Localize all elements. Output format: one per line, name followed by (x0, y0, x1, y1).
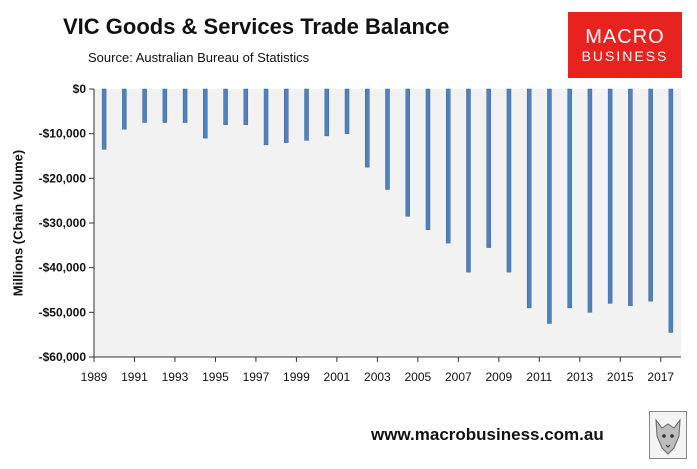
bar (526, 88, 532, 309)
x-tick-label: 2005 (405, 370, 432, 384)
x-tick-label: 2017 (647, 370, 674, 384)
y-tick-label: -$40,000 (39, 261, 87, 275)
logo-line-1: MACRO (585, 26, 665, 48)
bar (567, 88, 572, 309)
y-tick-label: $0 (73, 82, 87, 96)
wolf-logo-icon (649, 411, 687, 459)
x-tick-label: 2001 (324, 370, 351, 384)
x-tick-label: 1999 (283, 370, 310, 384)
bar (162, 88, 168, 123)
x-tick-label: 2003 (364, 370, 391, 384)
x-tick-label: 1989 (81, 370, 108, 384)
source-note: Source: Australian Bureau of Statistics (88, 50, 310, 65)
bar (122, 88, 127, 130)
x-tick-label: 1991 (121, 370, 148, 384)
y-tick-label: -$10,000 (39, 127, 87, 141)
bar (324, 88, 330, 137)
y-tick-label: -$30,000 (39, 216, 87, 230)
bar (587, 88, 593, 313)
bar (607, 88, 613, 304)
bar (223, 88, 228, 125)
bar (142, 88, 147, 123)
bar (425, 88, 431, 230)
x-tick-label: 2013 (566, 370, 593, 384)
bar (263, 88, 269, 146)
y-tick-label: -$50,000 (39, 305, 87, 319)
bar (284, 88, 289, 143)
bar (445, 88, 451, 244)
bar (182, 88, 188, 123)
y-tick-label: -$60,000 (39, 350, 87, 364)
chart-title: VIC Goods & Services Trade Balance (63, 14, 450, 39)
macrobusiness-logo: MACRO BUSINESS (568, 12, 682, 78)
x-tick-label: 2011 (526, 370, 552, 384)
bar (344, 88, 350, 134)
bar (648, 88, 653, 302)
x-tick-label: 2007 (445, 370, 472, 384)
x-tick-label: 1993 (162, 370, 189, 384)
bar (243, 88, 249, 125)
x-tick-label: 1997 (243, 370, 270, 384)
bar (668, 88, 674, 333)
bar (203, 88, 208, 139)
logo-line-2: BUSINESS (581, 48, 669, 64)
bar (628, 88, 633, 306)
bar (506, 88, 512, 273)
website-url: www.macrobusiness.com.au (371, 425, 604, 444)
x-tick-label: 1995 (202, 370, 229, 384)
x-tick-label: 2009 (485, 370, 512, 384)
bar (486, 88, 491, 248)
y-tick-label: -$20,000 (39, 171, 87, 185)
bar (304, 88, 309, 141)
bar (385, 88, 390, 190)
x-tick-label: 2015 (607, 370, 634, 384)
bar (466, 88, 471, 273)
bar (101, 88, 107, 150)
bar (547, 88, 552, 324)
bar (405, 88, 410, 217)
bar (365, 88, 370, 168)
